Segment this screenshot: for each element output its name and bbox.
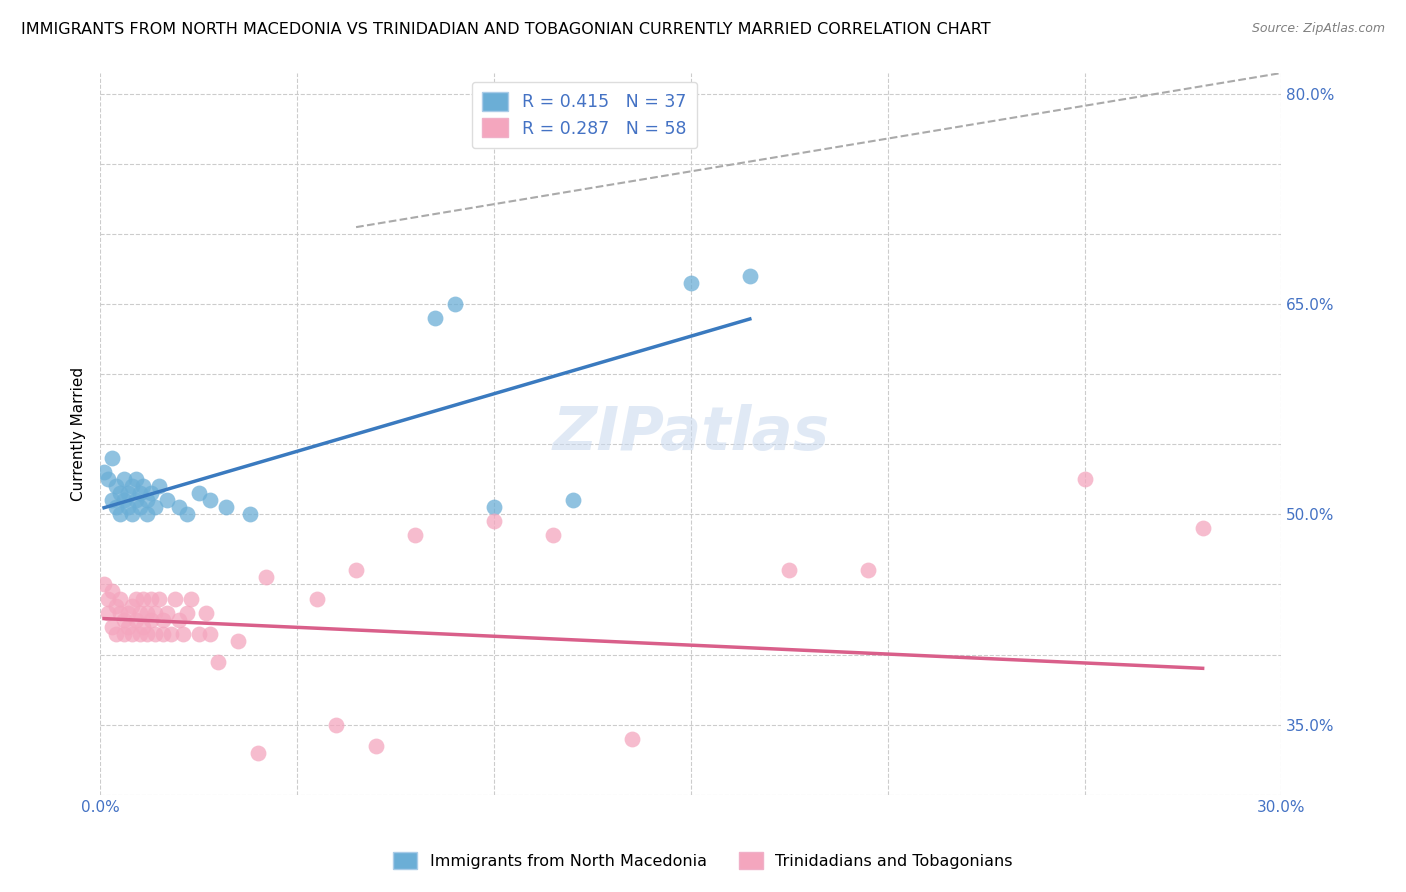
Point (195, 606, 218, 620)
Point (156, 606, 179, 620)
Point (97, 606, 120, 620)
Y-axis label: Currently Married: Currently Married (72, 367, 86, 501)
Point (93, 466, 115, 480)
Point (167, 613, 190, 627)
Point (141, 486, 163, 500)
Point (108, 508, 131, 522)
Point (101, 619, 124, 633)
Point (104, 599, 127, 613)
Point (482, 515, 505, 529)
Point (160, 626, 183, 640)
Point (124, 493, 146, 508)
Point (112, 626, 135, 640)
Point (176, 508, 198, 522)
Point (101, 584, 124, 599)
Point (117, 486, 139, 500)
Point (152, 613, 174, 627)
Point (143, 626, 166, 640)
Point (215, 500, 238, 515)
Point (104, 500, 127, 515)
Point (108, 606, 131, 620)
Point (778, 564, 800, 578)
Point (1073, 472, 1095, 486)
Point (132, 619, 155, 633)
Text: ZIPatlas: ZIPatlas (553, 404, 830, 463)
Point (1191, 521, 1213, 535)
Point (108, 486, 131, 500)
Point (112, 472, 135, 486)
Point (246, 746, 269, 760)
Point (152, 626, 174, 640)
Point (200, 493, 222, 508)
Point (93, 577, 115, 591)
Point (404, 528, 426, 542)
Text: Source: ZipAtlas.com: Source: ZipAtlas.com (1251, 22, 1385, 36)
Point (112, 493, 135, 508)
Point (124, 613, 146, 627)
Point (561, 493, 583, 508)
Point (97, 591, 120, 606)
Point (136, 606, 159, 620)
Point (117, 619, 139, 633)
Point (148, 479, 170, 493)
Point (239, 508, 262, 522)
Point (482, 500, 505, 515)
Point (325, 717, 347, 731)
Legend: R = 0.415   N = 37, R = 0.287   N = 58: R = 0.415 N = 37, R = 0.287 N = 58 (472, 82, 697, 148)
Point (207, 655, 229, 669)
Point (117, 500, 139, 515)
Point (200, 626, 222, 640)
Point (124, 472, 146, 486)
Point (148, 591, 170, 606)
Text: IMMIGRANTS FROM NORTH MACEDONIA VS TRINIDADIAN AND TOBAGONIAN CURRENTLY MARRIED : IMMIGRANTS FROM NORTH MACEDONIA VS TRINI… (21, 22, 991, 37)
Point (180, 591, 202, 606)
Point (101, 493, 124, 508)
Point (104, 479, 127, 493)
Point (364, 739, 387, 753)
Point (132, 591, 155, 606)
Point (143, 606, 166, 620)
Point (121, 508, 143, 522)
Point (167, 500, 190, 515)
Point (128, 606, 150, 620)
Point (124, 591, 146, 606)
Point (541, 528, 564, 542)
Point (156, 493, 179, 508)
Point (104, 626, 127, 640)
Point (112, 613, 135, 627)
Point (163, 591, 186, 606)
Point (141, 613, 163, 627)
Point (187, 486, 209, 500)
Point (620, 731, 643, 746)
Point (254, 570, 277, 584)
Point (143, 500, 166, 515)
Point (738, 269, 761, 284)
Point (101, 451, 124, 466)
Point (305, 591, 328, 606)
Point (172, 626, 194, 640)
Point (226, 633, 249, 648)
Point (128, 626, 150, 640)
Point (141, 591, 163, 606)
Point (176, 606, 198, 620)
Point (136, 626, 159, 640)
Point (121, 626, 143, 640)
Point (117, 606, 139, 620)
Point (128, 500, 150, 515)
Point (108, 591, 131, 606)
Point (121, 479, 143, 493)
Point (136, 493, 159, 508)
Point (423, 311, 446, 326)
Point (128, 486, 150, 500)
Point (443, 297, 465, 311)
Point (97, 472, 120, 486)
Point (856, 564, 879, 578)
Point (344, 564, 367, 578)
Point (187, 626, 209, 640)
Point (132, 479, 155, 493)
Point (121, 599, 143, 613)
Point (679, 276, 702, 290)
Legend: Immigrants from North Macedonia, Trinidadians and Tobagonians: Immigrants from North Macedonia, Trinida… (387, 846, 1019, 875)
Point (136, 508, 159, 522)
